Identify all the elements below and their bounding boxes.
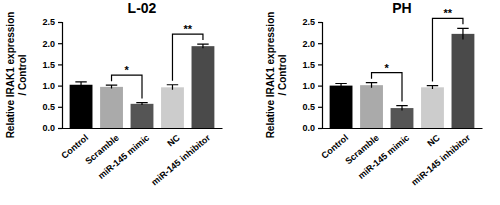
- x-tick: NC: [425, 128, 442, 149]
- error-bar: [427, 86, 438, 89]
- chart-title: L-02: [128, 0, 157, 16]
- error-bar: [136, 103, 147, 106]
- significance-label: **: [183, 23, 192, 35]
- error-bar: [197, 44, 208, 48]
- y-tick-mark: [318, 43, 322, 44]
- chart-title: PH: [392, 0, 411, 16]
- y-tick-mark: [58, 43, 62, 44]
- error-bars: [75, 44, 208, 105]
- bar: [100, 87, 123, 128]
- significance-label: **: [443, 7, 452, 19]
- significance-label: *: [385, 62, 390, 74]
- y-tick: 2.0: [42, 39, 62, 49]
- error-bar: [366, 83, 377, 88]
- y-tick-label: 0.5: [42, 102, 55, 112]
- y-axis: 0.0 0.5 1.0 1.5 2.0 2.5: [302, 17, 322, 133]
- x-tick: miR-145 mimic: [356, 128, 411, 181]
- y-tick: 2.5: [42, 17, 62, 27]
- y-tick: 1.5: [42, 60, 62, 70]
- y-axis-title: Relative IRAK1 expression: [5, 12, 16, 139]
- panel: 0.00.51.01.52.02.5ControlScramblemiR-145…: [5, 0, 223, 187]
- x-tick-label: NC: [425, 132, 442, 148]
- bar: [131, 104, 154, 128]
- y-tick-mark: [58, 64, 62, 65]
- y-tick-label: 0.5: [302, 102, 315, 112]
- x-tick: miR-145 inhibitor: [409, 128, 472, 187]
- x-tick-label: miR-145 mimic: [96, 133, 151, 181]
- bar: [360, 85, 383, 128]
- y-tick-mark: [58, 85, 62, 86]
- x-tick: NC: [165, 128, 182, 149]
- y-axis-line: [318, 23, 323, 129]
- y-tick: 1.0: [302, 81, 322, 91]
- y-tick-mark: [318, 128, 322, 129]
- y-tick: 1.5: [302, 60, 322, 70]
- plot-area: [70, 44, 215, 128]
- error-bar: [75, 82, 86, 88]
- x-tick-label: miR-145 inhibitor: [149, 132, 212, 187]
- y-axis-line: [58, 23, 63, 129]
- y-tick-mark: [58, 107, 62, 108]
- bar: [391, 108, 414, 128]
- y-tick-mark: [318, 85, 322, 86]
- y-tick-label: 2.0: [42, 39, 55, 49]
- y-tick-label: 2.5: [42, 17, 55, 27]
- x-tick-label: NC: [165, 132, 182, 148]
- y-axis: 0.0 0.5 1.0 1.5 2.0 2.5: [42, 17, 62, 133]
- bar: [452, 34, 475, 128]
- error-bars: [335, 28, 468, 110]
- bar: [330, 86, 353, 128]
- y-tick: 2.5: [302, 17, 322, 27]
- error-bar: [106, 85, 117, 88]
- bar: [421, 87, 444, 128]
- panel: 0.00.51.01.52.02.5ControlScramblemiR-145…: [265, 0, 483, 187]
- y-tick: 0.5: [42, 102, 62, 112]
- x-axis-line: [323, 128, 483, 129]
- y-tick: 0.5: [302, 102, 322, 112]
- y-tick-label: 1.0: [302, 81, 315, 91]
- y-axis-title: / Control: [277, 54, 288, 95]
- bars: [70, 44, 215, 128]
- y-tick-label: 1.5: [42, 60, 55, 70]
- x-tick: miR-145 inhibitor: [149, 128, 212, 187]
- x-tick: miR-145 mimic: [96, 128, 151, 181]
- y-tick-label: 1.5: [302, 60, 315, 70]
- bar: [192, 46, 215, 128]
- y-tick-mark: [58, 22, 62, 23]
- x-tick-label: miR-145 mimic: [356, 133, 411, 181]
- y-tick: 0.0: [42, 123, 62, 133]
- y-axis-title: / Control: [17, 54, 28, 95]
- bar: [70, 85, 93, 128]
- y-tick-label: 2.5: [302, 17, 315, 27]
- error-bar: [335, 83, 346, 87]
- x-axis: ControlScramblemiR-145 mimicNCmiR-145 in…: [319, 128, 482, 187]
- y-tick: 0.0: [302, 123, 322, 133]
- y-tick-label: 0.0: [302, 123, 315, 133]
- x-tick-label: miR-145 inhibitor: [409, 132, 472, 187]
- y-tick-mark: [58, 128, 62, 129]
- y-tick: 2.0: [302, 39, 322, 49]
- error-bar: [396, 106, 407, 111]
- y-tick-label: 2.0: [302, 39, 315, 49]
- x-axis-line: [63, 128, 223, 129]
- y-tick-mark: [318, 107, 322, 108]
- y-tick-label: 1.0: [42, 81, 55, 91]
- y-axis-title: Relative IRAK1 expression: [265, 12, 276, 139]
- y-tick: 1.0: [42, 81, 62, 91]
- figure: 0.00.51.01.52.02.5ControlScramblemiR-145…: [0, 0, 500, 205]
- bar: [161, 87, 184, 128]
- bars: [330, 28, 475, 128]
- error-bar: [457, 28, 468, 39]
- error-bar: [167, 85, 178, 90]
- plot-area: [330, 28, 475, 128]
- x-axis: ControlScramblemiR-145 mimicNCmiR-145 in…: [59, 128, 222, 187]
- y-tick-mark: [318, 64, 322, 65]
- y-tick-mark: [318, 22, 322, 23]
- significance-label: *: [125, 64, 130, 76]
- y-tick-label: 0.0: [42, 123, 55, 133]
